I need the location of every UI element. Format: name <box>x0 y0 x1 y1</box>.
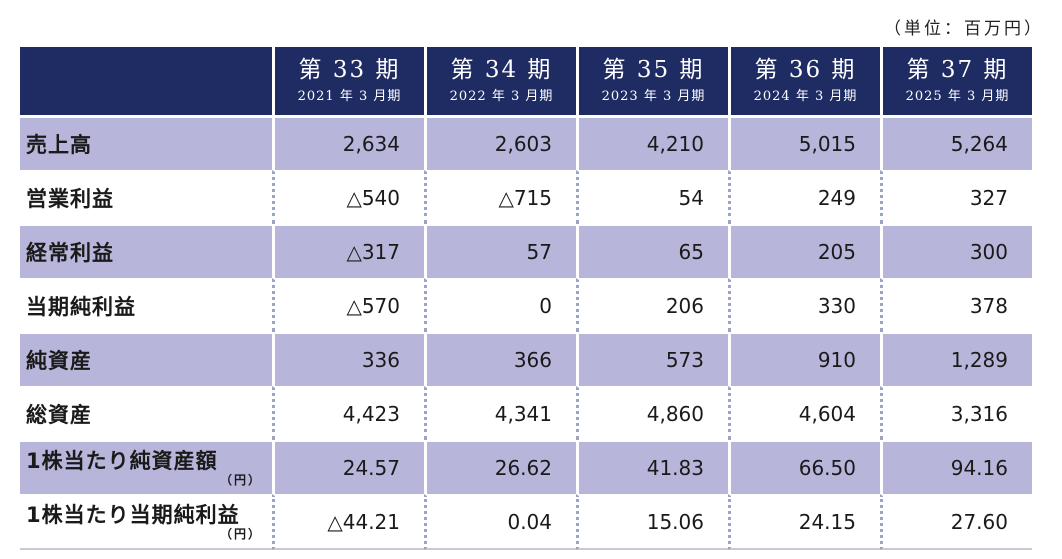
row-label-unit: （円） <box>219 527 262 541</box>
unit-note: （単位：百万円） <box>884 19 1044 39</box>
table-cell: △317 <box>272 224 424 278</box>
financial-table: 第 33 期 2021 年 3 月期 第 34 期 2022 年 3 月期 第 … <box>20 47 1032 550</box>
row-operating-income: 営業利益 △540 △715 54 249 327 <box>20 170 1032 224</box>
table-cell: 327 <box>880 170 1032 224</box>
row-net-income: 当期純利益 △570 0 206 330 378 <box>20 278 1032 332</box>
header-blank-cell <box>20 47 272 115</box>
header-period-36: 第 36 期 2024 年 3 月期 <box>728 47 880 115</box>
table-cell: 249 <box>728 170 880 224</box>
row-total-assets: 総資産 4,423 4,341 4,860 4,604 3,316 <box>20 386 1032 440</box>
fiscal-year-label: 2025 年 3 月期 <box>905 89 1010 104</box>
table-cell: 94.16 <box>880 440 1032 494</box>
table-cell: 0.04 <box>424 494 576 550</box>
row-net-sales: 売上高 2,634 2,603 4,210 5,015 5,264 <box>20 115 1032 170</box>
table-cell: 1,289 <box>880 332 1032 386</box>
period-label: 第 33 期 <box>298 57 401 83</box>
row-label-unit: （円） <box>219 473 262 487</box>
table-cell: 910 <box>728 332 880 386</box>
table-cell: 24.57 <box>272 440 424 494</box>
table-cell: 4,604 <box>728 386 880 440</box>
period-label: 第 34 期 <box>450 57 553 83</box>
row-ordinary-income: 経常利益 △317 57 65 205 300 <box>20 224 1032 278</box>
row-label: 経常利益 <box>20 224 272 278</box>
fiscal-year-label: 2024 年 3 月期 <box>753 89 858 104</box>
period-label: 第 36 期 <box>754 57 857 83</box>
table-cell: 41.83 <box>576 440 728 494</box>
row-net-income-per-share: 1株当たり当期純利益 （円） △44.21 0.04 15.06 24.15 2… <box>20 494 1032 550</box>
table-cell: 4,210 <box>576 115 728 170</box>
table-cell: △715 <box>424 170 576 224</box>
table-cell: 4,423 <box>272 386 424 440</box>
table-cell: 3,316 <box>880 386 1032 440</box>
row-label: 売上高 <box>20 115 272 170</box>
table-cell: △540 <box>272 170 424 224</box>
table-cell: 54 <box>576 170 728 224</box>
table-cell: 5,015 <box>728 115 880 170</box>
table-cell: 573 <box>576 332 728 386</box>
header-period-34: 第 34 期 2022 年 3 月期 <box>424 47 576 115</box>
table-cell: 300 <box>880 224 1032 278</box>
table-cell: 2,603 <box>424 115 576 170</box>
row-label: 1株当たり当期純利益 （円） <box>20 494 272 550</box>
header-row: 第 33 期 2021 年 3 月期 第 34 期 2022 年 3 月期 第 … <box>20 47 1032 115</box>
table-cell: 26.62 <box>424 440 576 494</box>
row-label: 純資産 <box>20 332 272 386</box>
table-cell: △570 <box>272 278 424 332</box>
row-label: 営業利益 <box>20 170 272 224</box>
header-period-35: 第 35 期 2023 年 3 月期 <box>576 47 728 115</box>
fiscal-year-label: 2021 年 3 月期 <box>297 89 402 104</box>
table-cell: 206 <box>576 278 728 332</box>
row-label: 1株当たり純資産額 （円） <box>20 440 272 494</box>
table-cell: 66.50 <box>728 440 880 494</box>
table-cell: 2,634 <box>272 115 424 170</box>
row-label-main: 1株当たり純資産額 <box>26 449 218 473</box>
table-cell: 15.06 <box>576 494 728 550</box>
table-cell: 4,860 <box>576 386 728 440</box>
table-cell: 57 <box>424 224 576 278</box>
table-cell: 4,341 <box>424 386 576 440</box>
fiscal-year-label: 2023 年 3 月期 <box>601 89 706 104</box>
table-cell: 0 <box>424 278 576 332</box>
row-label: 総資産 <box>20 386 272 440</box>
table-cell: 336 <box>272 332 424 386</box>
table-cell: 330 <box>728 278 880 332</box>
table-cell: △44.21 <box>272 494 424 550</box>
fiscal-year-label: 2022 年 3 月期 <box>449 89 554 104</box>
table-cell: 366 <box>424 332 576 386</box>
table-cell: 378 <box>880 278 1032 332</box>
row-net-assets: 純資産 336 366 573 910 1,289 <box>20 332 1032 386</box>
header-period-37: 第 37 期 2025 年 3 月期 <box>880 47 1032 115</box>
table-cell: 27.60 <box>880 494 1032 550</box>
period-label: 第 35 期 <box>602 57 705 83</box>
row-label: 当期純利益 <box>20 278 272 332</box>
period-label: 第 37 期 <box>906 57 1009 83</box>
table-cell: 24.15 <box>728 494 880 550</box>
row-net-assets-per-share: 1株当たり純資産額 （円） 24.57 26.62 41.83 66.50 94… <box>20 440 1032 494</box>
table-cell: 65 <box>576 224 728 278</box>
table-cell: 5,264 <box>880 115 1032 170</box>
table-cell: 205 <box>728 224 880 278</box>
row-label-main: 1株当たり当期純利益 <box>26 503 240 527</box>
header-period-33: 第 33 期 2021 年 3 月期 <box>272 47 424 115</box>
